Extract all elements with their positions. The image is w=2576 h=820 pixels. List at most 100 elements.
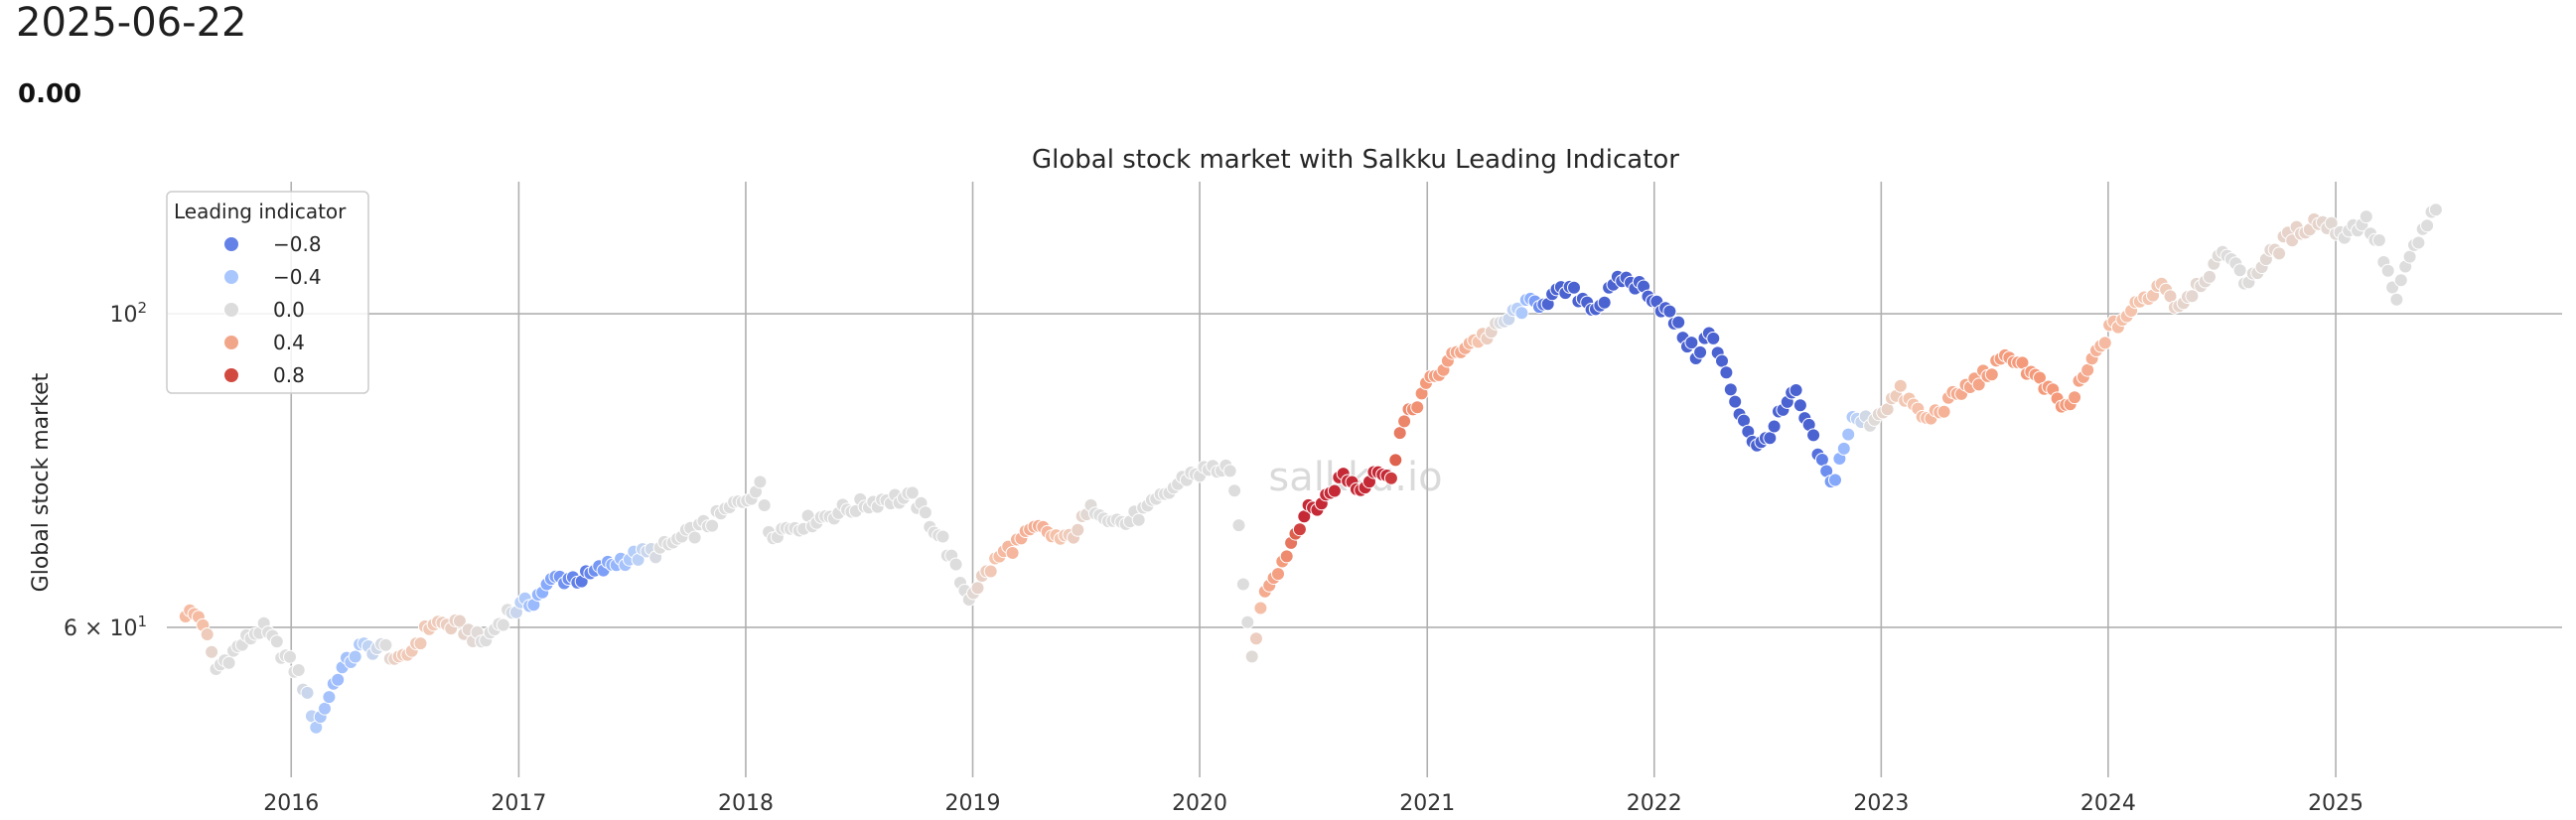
y-tick-label: 6 × 101 <box>64 613 147 641</box>
data-point <box>918 505 932 520</box>
data-point <box>1789 383 1803 397</box>
data-point <box>1806 428 1821 443</box>
data-point <box>1271 567 1285 582</box>
data-point <box>1841 427 1856 442</box>
data-point <box>905 485 920 500</box>
data-point <box>1984 367 1999 382</box>
date-label: 2025-06-22 <box>16 0 247 46</box>
data-point <box>1410 400 1425 415</box>
data-point <box>1279 549 1294 564</box>
data-point <box>2371 233 2386 247</box>
data-point <box>283 649 297 664</box>
x-tick-label: 2019 <box>945 791 1001 816</box>
legend-label: −0.4 <box>273 265 322 289</box>
data-point <box>705 518 720 533</box>
x-tick-label: 2021 <box>1399 791 1455 816</box>
data-point <box>413 636 428 651</box>
data-point <box>1684 336 1699 350</box>
data-point <box>1240 615 1255 629</box>
x-tick-label: 2023 <box>1853 791 1909 816</box>
data-point <box>935 529 950 544</box>
data-point <box>2420 218 2435 233</box>
data-point <box>1971 377 1986 392</box>
chart-title: Global stock market with Salkku Leading … <box>1032 145 1679 175</box>
data-point <box>1131 512 1146 527</box>
data-point <box>1715 353 1729 368</box>
data-point <box>1767 419 1782 434</box>
data-point <box>1693 344 1708 359</box>
data-point <box>948 557 963 572</box>
legend-marker <box>223 302 239 318</box>
x-tick-label: 2020 <box>1172 791 1227 816</box>
x-tick-label: 2016 <box>263 791 319 816</box>
data-point <box>1728 394 1743 409</box>
data-point <box>1792 398 1807 413</box>
data-point <box>318 701 332 716</box>
data-point <box>1893 378 1908 393</box>
data-point <box>1292 522 1307 537</box>
legend-marker <box>223 236 239 252</box>
legend-label: 0.8 <box>273 363 305 387</box>
data-point <box>2232 263 2247 278</box>
data-point <box>1244 649 1259 664</box>
data-point <box>1828 473 1842 487</box>
data-point <box>2203 269 2217 284</box>
x-tick-labels: 2016 2017 2018 2019 2020 2021 2022 2023 2024 2025 <box>263 791 2363 816</box>
legend-box <box>166 191 369 394</box>
data-point <box>2428 203 2443 217</box>
data-point <box>1723 382 1738 397</box>
data-point <box>348 649 362 664</box>
data-point <box>2393 273 2408 288</box>
data-point <box>2402 249 2417 264</box>
data-point <box>205 644 219 659</box>
data-point <box>1662 304 1677 319</box>
data-point <box>1071 522 1085 537</box>
x-tick-label: 2017 <box>491 791 546 816</box>
data-point <box>452 614 467 628</box>
data-point <box>2411 235 2426 250</box>
data-point <box>200 627 215 641</box>
data-point <box>2389 292 2404 307</box>
data-point <box>1392 426 1407 441</box>
legend-marker <box>223 269 239 285</box>
data-point <box>1005 546 1020 560</box>
x-tick-label: 2025 <box>2308 791 2363 816</box>
data-point <box>1597 295 1612 310</box>
y-tick-labels: 6 × 101 102 <box>64 299 147 641</box>
data-point <box>496 617 510 632</box>
data-point <box>1383 471 1398 485</box>
data-point <box>983 564 998 579</box>
data-point <box>1222 464 1237 478</box>
legend-label: −0.8 <box>273 232 322 256</box>
data-point <box>1235 577 1250 592</box>
data-point <box>300 685 315 700</box>
data-point <box>2097 336 2112 350</box>
y-tick-label: 102 <box>109 299 147 328</box>
legend-label: 0.0 <box>273 298 305 322</box>
data-points <box>178 203 2443 735</box>
legend-marker <box>223 335 239 350</box>
data-point <box>1231 518 1246 533</box>
data-point <box>1397 414 1412 429</box>
y-axis-label: Global stock market <box>29 372 54 592</box>
data-point <box>1836 441 1851 456</box>
data-point <box>1671 315 1686 330</box>
legend-marker <box>223 367 239 383</box>
legend-entries: −0.8 −0.4 0.0 0.4 0.8 <box>223 232 322 387</box>
data-point <box>1388 453 1403 468</box>
data-point <box>1706 331 1721 345</box>
data-point <box>1514 306 1529 321</box>
data-point <box>1253 601 1268 615</box>
data-point <box>687 530 702 545</box>
x-tick-label: 2022 <box>1627 791 1682 816</box>
grid-lines <box>167 182 2562 777</box>
data-point <box>322 690 337 705</box>
legend-title: Leading indicator <box>174 200 347 223</box>
data-point <box>1327 483 1342 498</box>
data-point <box>1936 404 1951 419</box>
data-point <box>2359 209 2373 224</box>
value-label: 0.00 <box>18 79 82 109</box>
data-point <box>753 475 768 489</box>
x-tick-label: 2024 <box>2080 791 2136 816</box>
